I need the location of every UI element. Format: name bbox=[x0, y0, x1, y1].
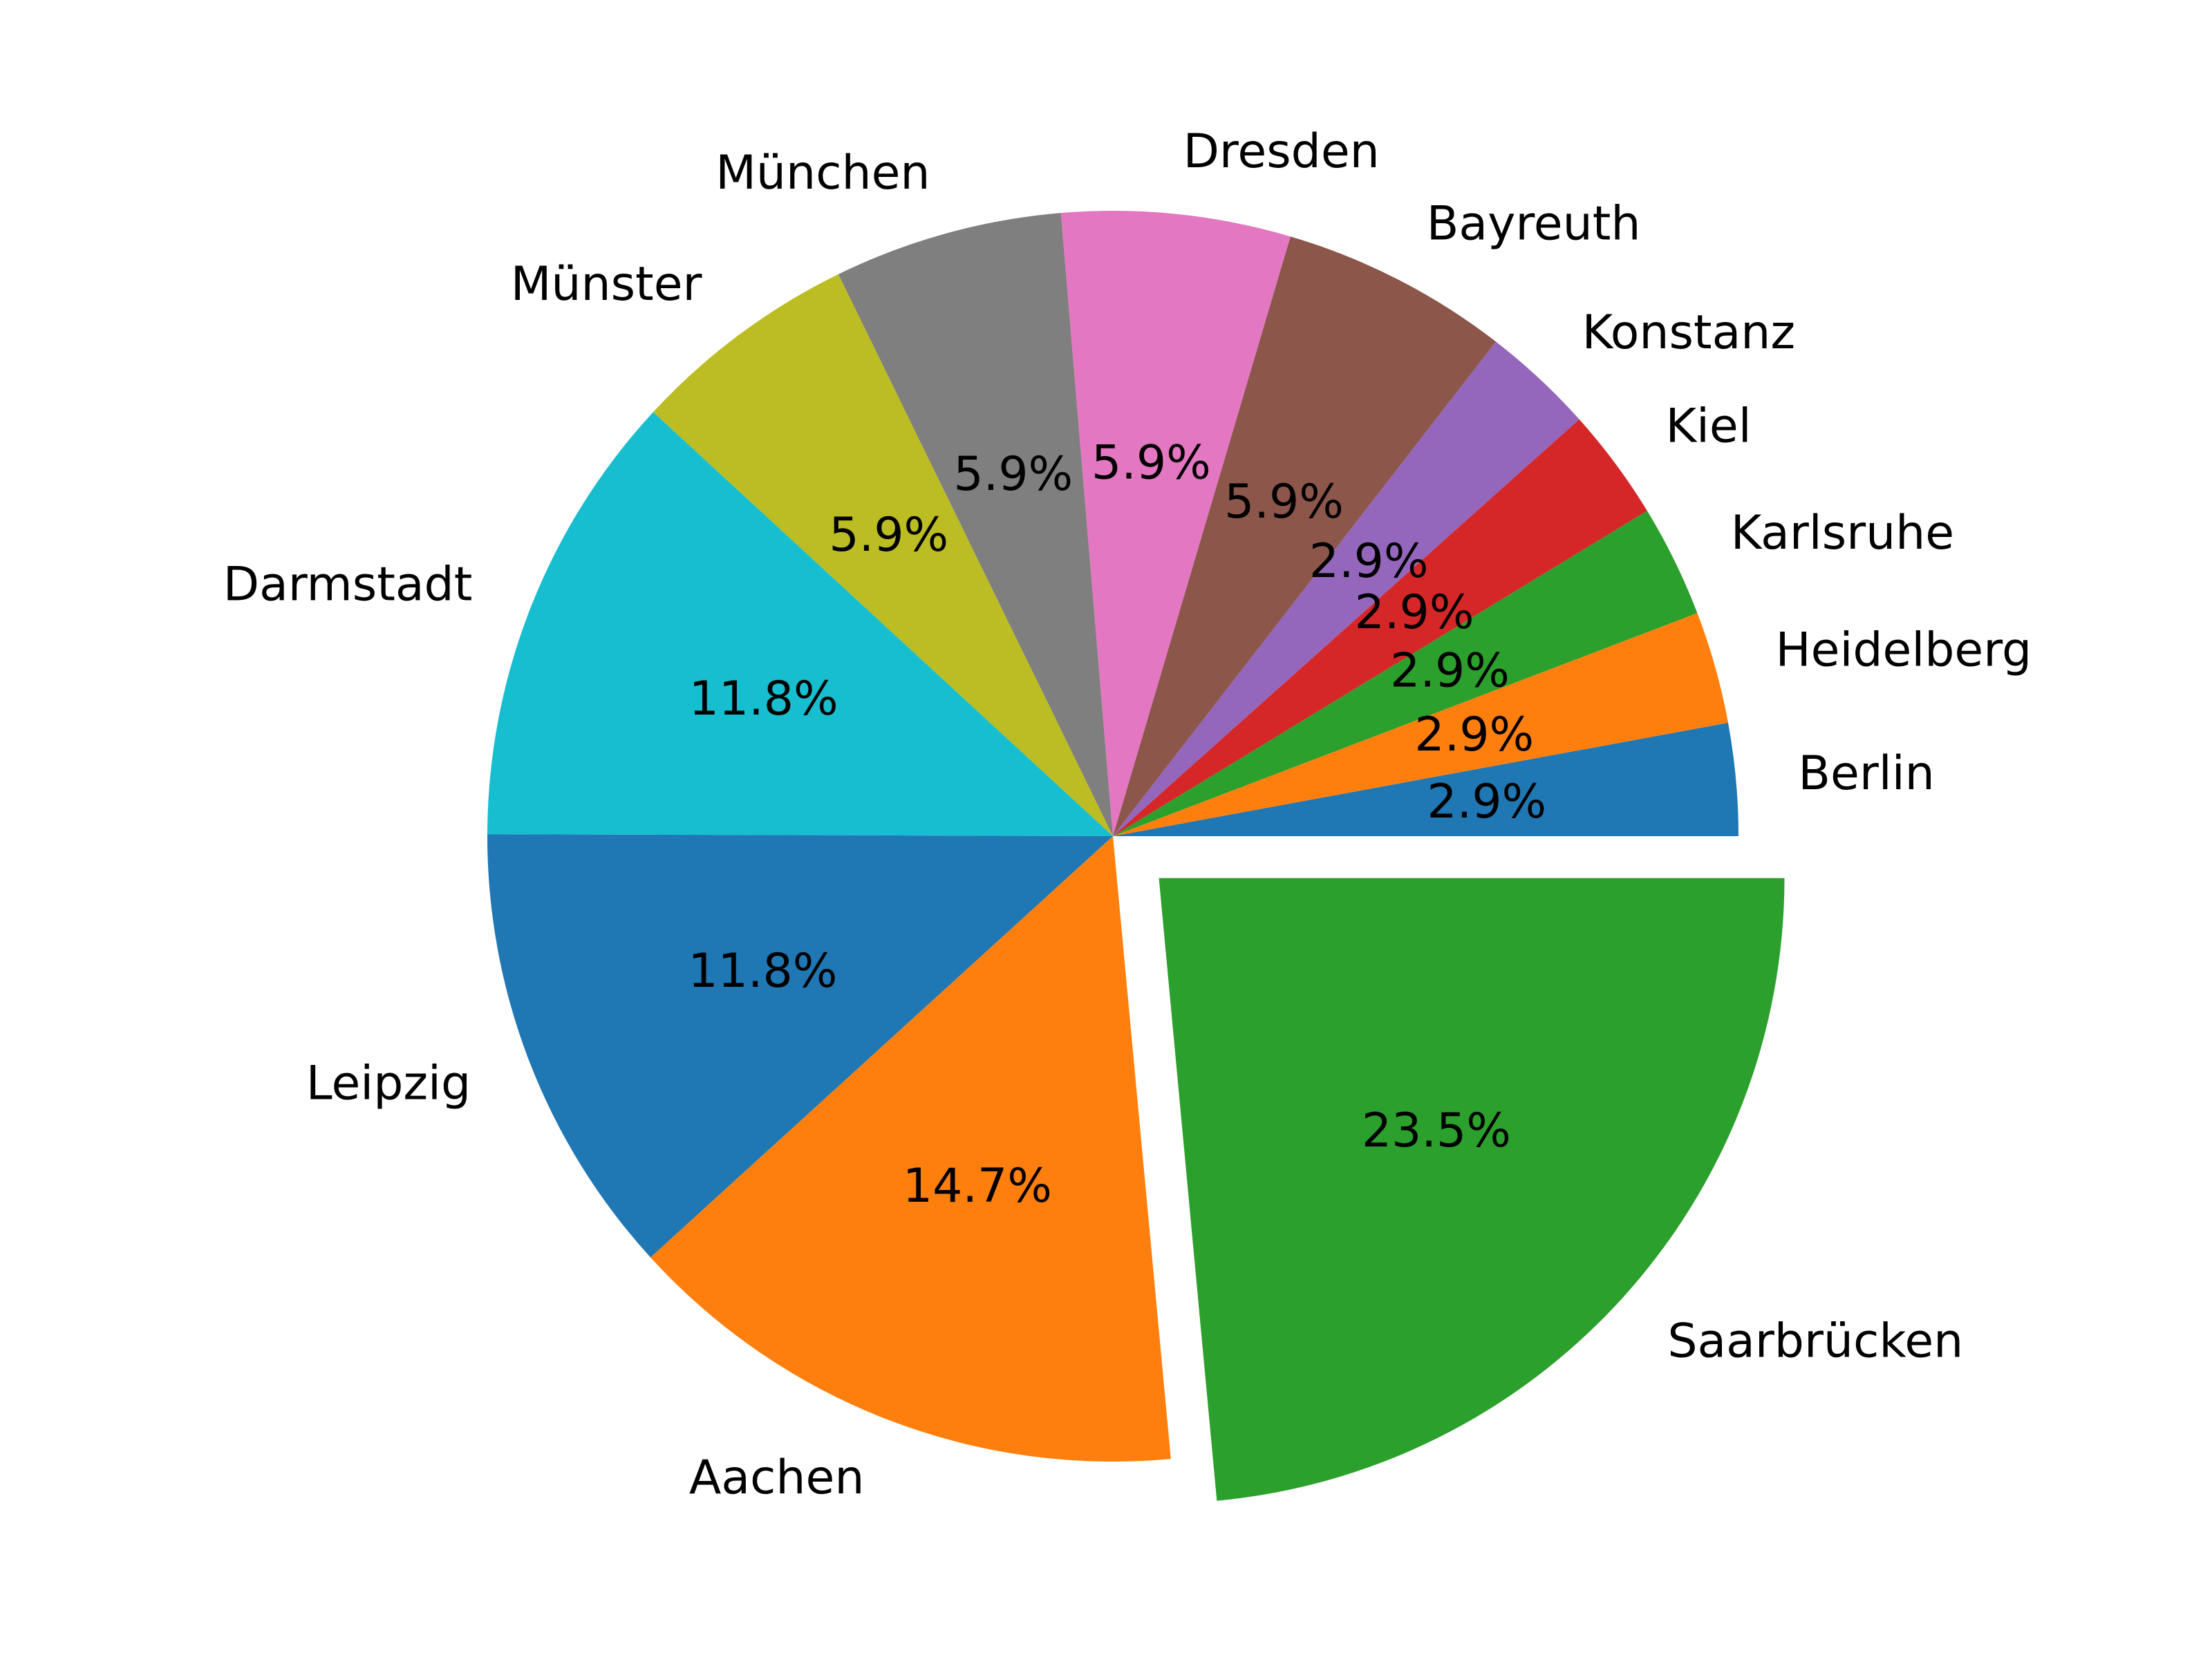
pie-slice-darmstadt bbox=[487, 412, 1113, 836]
pct-label-berlin: 2.9% bbox=[1427, 775, 1546, 829]
pct-label-muenster: 5.9% bbox=[829, 508, 948, 563]
slice-label-konstanz: Konstanz bbox=[1582, 305, 1795, 360]
slice-label-heidelberg: Heidelberg bbox=[1775, 623, 2032, 678]
pct-label-darmstadt: 11.8% bbox=[689, 672, 838, 726]
pie-slice-muenchen bbox=[838, 213, 1113, 836]
pie-slice-leipzig bbox=[487, 834, 1113, 1258]
slice-label-berlin: Berlin bbox=[1798, 746, 1934, 801]
pct-label-heidelberg: 2.9% bbox=[1414, 708, 1534, 762]
slice-label-dresden: Dresden bbox=[1183, 124, 1380, 179]
pie-slice-muenster bbox=[653, 274, 1113, 836]
pie-slice-aachen bbox=[650, 836, 1171, 1462]
pct-label-bayreuth: 5.9% bbox=[1224, 475, 1344, 529]
pie-slice-bayreuth bbox=[1113, 236, 1497, 837]
slice-label-saarbruecken: Saarbrücken bbox=[1667, 1314, 1963, 1369]
pie-slice-saarbruecken bbox=[1159, 878, 1785, 1501]
pct-label-dresden: 5.9% bbox=[1091, 435, 1211, 490]
pie-slice-heidelberg bbox=[1113, 613, 1728, 836]
pie-slices bbox=[487, 211, 1785, 1501]
slice-label-leipzig: Leipzig bbox=[306, 1057, 471, 1111]
slice-label-darmstadt: Darmstadt bbox=[223, 558, 473, 612]
pie-slice-konstanz bbox=[1113, 341, 1580, 836]
pct-label-kiel: 2.9% bbox=[1355, 585, 1474, 640]
slice-label-aachen: Aachen bbox=[689, 1451, 865, 1505]
pie-slice-kiel bbox=[1113, 419, 1647, 836]
pct-label-karlsruhe: 2.9% bbox=[1390, 643, 1510, 698]
pie-slice-berlin bbox=[1113, 722, 1738, 836]
pct-label-saarbruecken: 23.5% bbox=[1362, 1104, 1511, 1158]
pie-slice-dresden bbox=[1060, 211, 1291, 836]
slice-label-bayreuth: Bayreuth bbox=[1427, 196, 1641, 251]
pct-label-aachen: 14.7% bbox=[903, 1159, 1052, 1214]
slice-label-muenchen: München bbox=[715, 146, 930, 200]
pie-slice-karlsruhe bbox=[1113, 511, 1698, 836]
slice-label-muenster: Münster bbox=[511, 257, 702, 312]
slice-label-kiel: Kiel bbox=[1665, 399, 1751, 453]
pct-label-konstanz: 2.9% bbox=[1309, 534, 1429, 589]
pie-labels: 2.9% Berlin 2.9% Heidelberg 2.9% Karlsruhe 2.9… bbox=[223, 124, 2032, 1505]
slice-label-karlsruhe: Karlsruhe bbox=[1731, 506, 1954, 560]
pct-label-muenchen: 5.9% bbox=[953, 447, 1073, 502]
pct-label-leipzig: 11.8% bbox=[688, 944, 837, 999]
